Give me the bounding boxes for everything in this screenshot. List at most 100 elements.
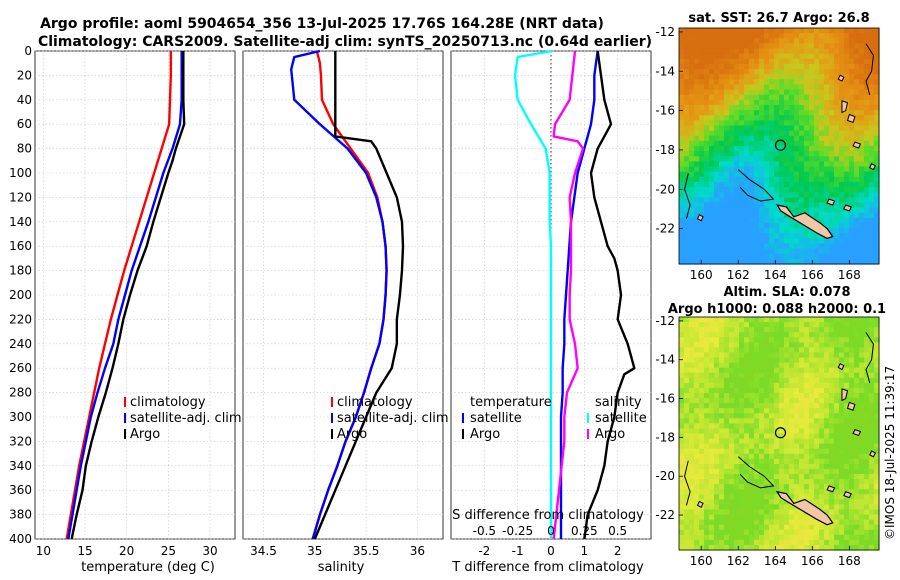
map-cell — [834, 443, 840, 450]
map-cell — [744, 43, 750, 50]
map-cell — [764, 504, 770, 511]
map-cell — [709, 443, 715, 450]
map-cell — [854, 125, 860, 132]
map-cell — [684, 197, 690, 204]
map-cell — [859, 539, 865, 546]
map-cell — [814, 187, 820, 193]
map-cell — [854, 408, 860, 414]
map-cell — [739, 43, 745, 50]
map-cell — [769, 33, 775, 39]
map-cell — [689, 377, 695, 384]
map-cell — [699, 125, 705, 132]
map-cell — [814, 428, 820, 435]
map-cell — [719, 524, 725, 531]
map-cell — [779, 403, 785, 409]
map-cell — [869, 544, 875, 551]
map-cell — [694, 443, 700, 450]
map-cell — [779, 539, 785, 546]
map-cell — [854, 104, 860, 111]
map-cell — [784, 233, 790, 239]
map-cell — [799, 104, 805, 111]
map-cell — [824, 94, 830, 101]
map-cell — [734, 166, 740, 173]
map-cell — [839, 519, 845, 526]
map-cell — [749, 28, 755, 34]
map-cell — [709, 504, 715, 511]
y-tick-label: 200 — [9, 288, 32, 302]
map-cell — [739, 28, 745, 34]
map-cell — [724, 43, 730, 50]
map-cell — [769, 474, 775, 480]
map-cell — [724, 28, 730, 34]
map-cell — [684, 392, 690, 399]
map-cell — [744, 151, 750, 157]
map-cell — [824, 468, 830, 475]
map-cell — [739, 387, 745, 394]
map-cell — [789, 463, 795, 470]
map-cell — [789, 43, 795, 50]
map-cell — [764, 171, 770, 178]
map-cell — [759, 110, 765, 116]
map-cell — [784, 534, 790, 541]
map-cell — [774, 187, 780, 193]
map-cell — [869, 524, 875, 531]
map-cell — [704, 413, 710, 419]
map-cell — [704, 217, 710, 224]
map-cell — [709, 423, 715, 430]
map-cell — [864, 110, 870, 116]
map-cell — [709, 176, 715, 183]
map-cell — [689, 423, 695, 430]
map-cell — [799, 253, 805, 260]
map-cell — [864, 58, 870, 65]
map-cell — [809, 322, 815, 328]
map-cell — [854, 135, 860, 142]
map-cell — [814, 253, 820, 260]
map-cell — [874, 181, 880, 188]
map-cell — [709, 74, 715, 80]
map-cell — [814, 423, 820, 430]
map-cell — [839, 484, 845, 490]
map-cell — [714, 69, 720, 75]
map-cell — [739, 115, 745, 121]
map-cell — [739, 53, 745, 60]
map-cell — [814, 367, 820, 374]
map-cell — [824, 372, 830, 379]
map-cell — [874, 428, 880, 435]
map-cell — [724, 489, 730, 495]
map-cell — [689, 202, 695, 209]
map-cell — [764, 418, 770, 424]
map-cell — [724, 387, 730, 394]
map-cell — [839, 423, 845, 430]
map-cell — [764, 433, 770, 440]
map-cell — [764, 151, 770, 157]
map-cell — [759, 362, 765, 369]
map-cell — [684, 146, 690, 152]
map-cell — [854, 258, 860, 265]
map-cell — [824, 347, 830, 354]
map-cell — [764, 202, 770, 209]
map-cell — [684, 352, 690, 359]
map-cell — [829, 392, 835, 399]
map-cell — [714, 212, 720, 219]
map-cell — [824, 377, 830, 384]
map-cell — [824, 69, 830, 75]
map-cell — [844, 458, 850, 465]
map-cell — [839, 166, 845, 173]
map-cell — [759, 207, 765, 214]
map-cell — [784, 140, 790, 147]
map-cell — [724, 362, 730, 369]
map-cell — [834, 69, 840, 75]
map-cell — [679, 161, 685, 168]
map-cell — [714, 181, 720, 188]
map-cell — [784, 448, 790, 455]
map-cell — [779, 392, 785, 399]
map-cell — [809, 494, 815, 500]
map-cell — [809, 171, 815, 178]
map-cell — [774, 337, 780, 343]
map-cell — [864, 171, 870, 178]
map-cell — [699, 115, 705, 121]
map-cell — [684, 151, 690, 157]
map-cell — [744, 238, 750, 245]
map-cell — [729, 69, 735, 75]
map-cell — [759, 212, 765, 219]
